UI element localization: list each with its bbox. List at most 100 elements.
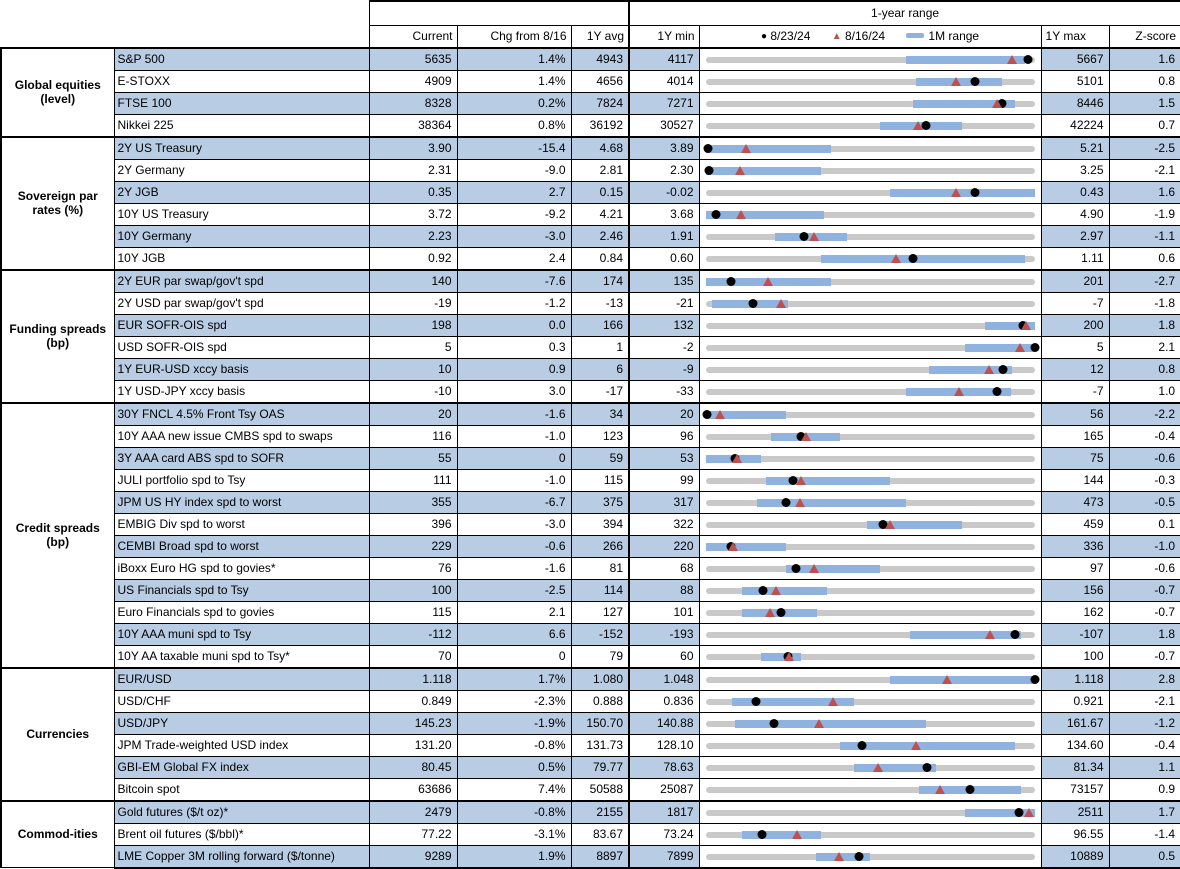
range-header-title: 1-year range: [628, 0, 1180, 26]
max-value: 8446: [1040, 91, 1110, 115]
table-row: JPM Trade-weighted USD index 131.20 -0.8% 1…: [1, 733, 1180, 757]
chg-value: 0.0: [456, 313, 572, 337]
col-header-min: 1Y min: [628, 24, 700, 48]
legend-band: 1M range: [906, 26, 979, 47]
range-chart: [698, 711, 1042, 735]
current-dot-marker: [998, 364, 1008, 374]
zscore-value: 1.8: [1108, 622, 1180, 646]
current-dot-marker: [757, 829, 767, 839]
prior-triangle-marker: [1023, 807, 1034, 817]
range-chart: [698, 600, 1042, 624]
one-year-range-track: [705, 831, 1035, 838]
table-row: 10Y AAA muni spd to Tsy -112 6.6 -152 -193 -1…: [1, 622, 1180, 646]
prior-triangle-marker: [731, 453, 742, 463]
range-chart: [698, 666, 1042, 691]
range-chart: [698, 180, 1042, 204]
zscore-value: 1.5: [1108, 91, 1180, 115]
prior-triangle-marker: [735, 165, 746, 175]
one-month-range-band: [705, 410, 787, 419]
range-chart: [698, 490, 1042, 514]
current-value: 55: [368, 446, 458, 470]
header-empty-box: [368, 0, 630, 26]
avg-value: -152: [570, 622, 630, 646]
row-label: USD/CHF: [113, 689, 370, 713]
current-dot-marker: [1014, 807, 1024, 817]
zscore-value: -2.1: [1108, 158, 1180, 182]
zscore-value: -0.4: [1108, 424, 1180, 448]
min-value: 60: [628, 644, 700, 668]
range-chart: [698, 268, 1042, 293]
max-value: 96.55: [1040, 822, 1110, 846]
table-row: 1Y EUR-USD xccy basis 10 0.9 6 -9 12 0.8: [1, 357, 1180, 381]
chg-value: 2.4: [456, 246, 572, 270]
zscore-value: 1.8: [1108, 313, 1180, 337]
current-value: 0.92: [368, 246, 458, 270]
current-value: 2479: [368, 799, 458, 824]
chg-value: 2.7: [456, 180, 572, 204]
range-chart: [698, 755, 1042, 779]
range-plot: [705, 646, 1035, 667]
chg-value: -9.0: [456, 158, 572, 182]
range-chart: [698, 313, 1042, 337]
range-chart: [698, 291, 1042, 315]
table-row: CEMBI Broad spd to worst 229 -0.6 266 220 336…: [1, 534, 1180, 558]
range-plot: [705, 824, 1035, 844]
min-value: 4014: [628, 69, 700, 93]
row-label: 10Y US Treasury: [113, 202, 370, 226]
current-dot-marker: [970, 187, 980, 197]
chg-value: -2.5: [456, 578, 572, 602]
max-value: 56: [1040, 401, 1110, 426]
min-value: 0.836: [628, 689, 700, 713]
legend-band-label: 1M range: [928, 28, 980, 43]
min-value: 4117: [628, 46, 700, 71]
one-month-range-band: [820, 254, 1025, 263]
one-year-range-track: [705, 233, 1035, 240]
chg-value: -7.6: [456, 268, 572, 293]
min-value: 1817: [628, 799, 700, 824]
chg-value: 1.4%: [456, 46, 572, 71]
prior-triangle-marker: [911, 740, 922, 750]
table-row: Global equities (level) S&P 500 5635 1.4% 49…: [0, 46, 1180, 137]
range-chart: [698, 512, 1042, 536]
min-value: -193: [628, 622, 700, 646]
prior-triangle-marker: [885, 519, 896, 529]
max-value: 459: [1040, 512, 1110, 536]
row-label: E-STOXX: [113, 69, 370, 93]
current-value: 355: [368, 490, 458, 514]
min-value: 68: [628, 556, 700, 580]
max-value: 2.97: [1040, 224, 1110, 248]
avg-value: 8897: [570, 844, 630, 869]
row-label: EUR SOFR-OIS spd: [113, 313, 370, 337]
range-plot: [705, 802, 1035, 822]
zscore-value: -1.9: [1108, 202, 1180, 226]
table-row: Commod-ities Gold futures ($/t oz)* 2479 -0…: [0, 799, 1180, 868]
row-label: S&P 500: [113, 46, 370, 71]
avg-value: 79: [570, 644, 630, 668]
range-plot: [705, 71, 1035, 91]
prior-triangle-marker: [784, 651, 795, 661]
avg-value: 7824: [570, 91, 630, 115]
row-label: 2Y JGB: [113, 180, 370, 204]
current-value: 3.72: [368, 202, 458, 226]
avg-value: 123: [570, 424, 630, 448]
range-chart: [698, 224, 1042, 248]
min-value: -21: [628, 291, 700, 315]
range-plot: [705, 426, 1035, 446]
col-header-max: 1Y max: [1040, 24, 1110, 48]
chg-value: -9.2: [456, 202, 572, 226]
avg-value: 127: [570, 600, 630, 624]
current-value: 116: [368, 424, 458, 448]
table-row: US Financials spd to Tsy 100 -2.5 114 88 156-…: [1, 578, 1180, 602]
min-value: 25087: [628, 777, 700, 801]
range-plot: [705, 248, 1035, 269]
one-month-range-band: [741, 586, 828, 595]
row-label: 10Y JGB: [113, 246, 370, 270]
zscore-value: 0.1: [1108, 512, 1180, 536]
min-value: -33: [628, 379, 700, 403]
min-value: 132: [628, 313, 700, 337]
range-plot: [705, 713, 1035, 733]
one-year-range-track: [705, 300, 1035, 307]
table-row: FTSE 100 8328 0.2% 7824 7271 8446 1.5: [1, 91, 1180, 115]
avg-value: 1.080: [570, 666, 630, 691]
table-row: USD/CHF 0.849 -2.3% 0.888 0.836 0.921 -2.1: [1, 689, 1180, 713]
